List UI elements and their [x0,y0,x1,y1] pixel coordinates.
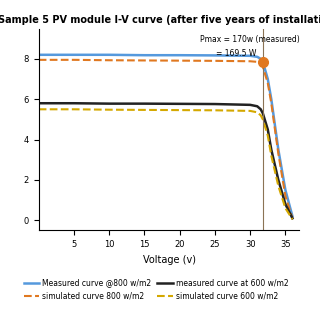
Title: Sample 5 PV module I-V curve (after five years of installation): Sample 5 PV module I-V curve (after five… [0,15,320,25]
Text: Pmax = 170w (measured): Pmax = 170w (measured) [200,35,300,44]
X-axis label: Voltage (v): Voltage (v) [143,255,196,265]
Text: = 169.5 W: = 169.5 W [216,49,256,58]
Legend: Measured curve @800 w/m2, simulated curve 800 w/m2, measured curve at 600 w/m2, : Measured curve @800 w/m2, simulated curv… [21,275,292,303]
